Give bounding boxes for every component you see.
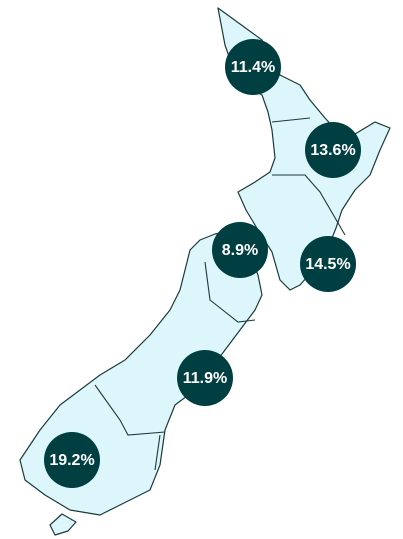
region-label: 14.5% <box>305 256 350 273</box>
stewart-island <box>49 513 77 536</box>
region-bubble <box>305 122 361 178</box>
region-bubble <box>44 432 100 488</box>
region-label: 11.9% <box>183 370 227 387</box>
region-border <box>154 434 161 471</box>
region-bubble <box>225 39 281 95</box>
region-label: 8.9% <box>222 242 258 259</box>
region-label: 11.4% <box>231 59 275 76</box>
region-label: 13.6% <box>310 142 355 159</box>
region-bubble <box>212 222 268 278</box>
region-label: 19.2% <box>49 452 94 469</box>
region-border <box>271 117 311 123</box>
region-border <box>204 261 256 323</box>
region-border <box>94 384 166 436</box>
bubbles: 11.4% 13.6% 14.5% 8.9% 11.9% 19.2% <box>44 39 361 488</box>
region-border <box>272 174 346 236</box>
region-bubble <box>177 350 233 406</box>
region-bubble <box>300 236 356 292</box>
